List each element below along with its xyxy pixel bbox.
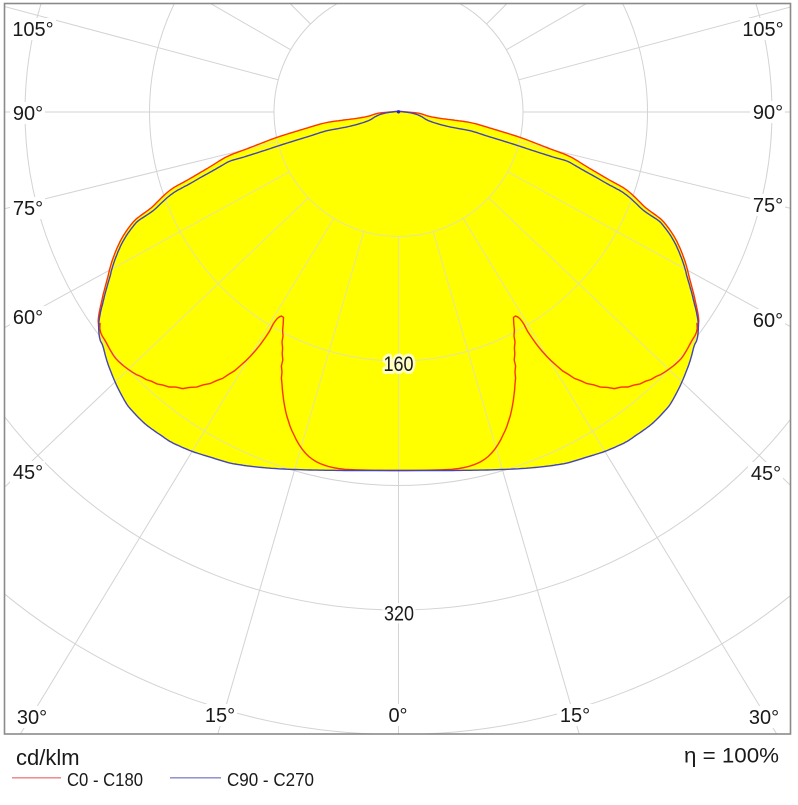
svg-text:60°: 60°: [753, 310, 783, 332]
svg-text:0°: 0°: [388, 705, 407, 727]
svg-text:45°: 45°: [751, 463, 781, 485]
svg-text:30°: 30°: [749, 707, 779, 729]
svg-text:45°: 45°: [13, 462, 43, 484]
svg-text:C0 - C180: C0 - C180: [67, 770, 143, 790]
svg-text:90°: 90°: [753, 102, 783, 124]
svg-text:320: 320: [384, 603, 414, 626]
svg-text:160: 160: [384, 353, 414, 376]
svg-text:90°: 90°: [13, 103, 43, 125]
svg-text:cd/klm: cd/klm: [16, 745, 80, 770]
svg-text:105°: 105°: [12, 19, 53, 41]
svg-text:15°: 15°: [205, 705, 235, 727]
svg-text:η = 100%: η = 100%: [684, 745, 779, 768]
svg-text:15°: 15°: [560, 705, 590, 727]
svg-text:105°: 105°: [742, 19, 783, 41]
svg-text:75°: 75°: [13, 198, 43, 220]
svg-text:75°: 75°: [753, 195, 783, 217]
svg-text:C90 - C270: C90 - C270: [227, 770, 314, 790]
svg-text:30°: 30°: [17, 707, 47, 729]
svg-text:60°: 60°: [13, 307, 43, 329]
